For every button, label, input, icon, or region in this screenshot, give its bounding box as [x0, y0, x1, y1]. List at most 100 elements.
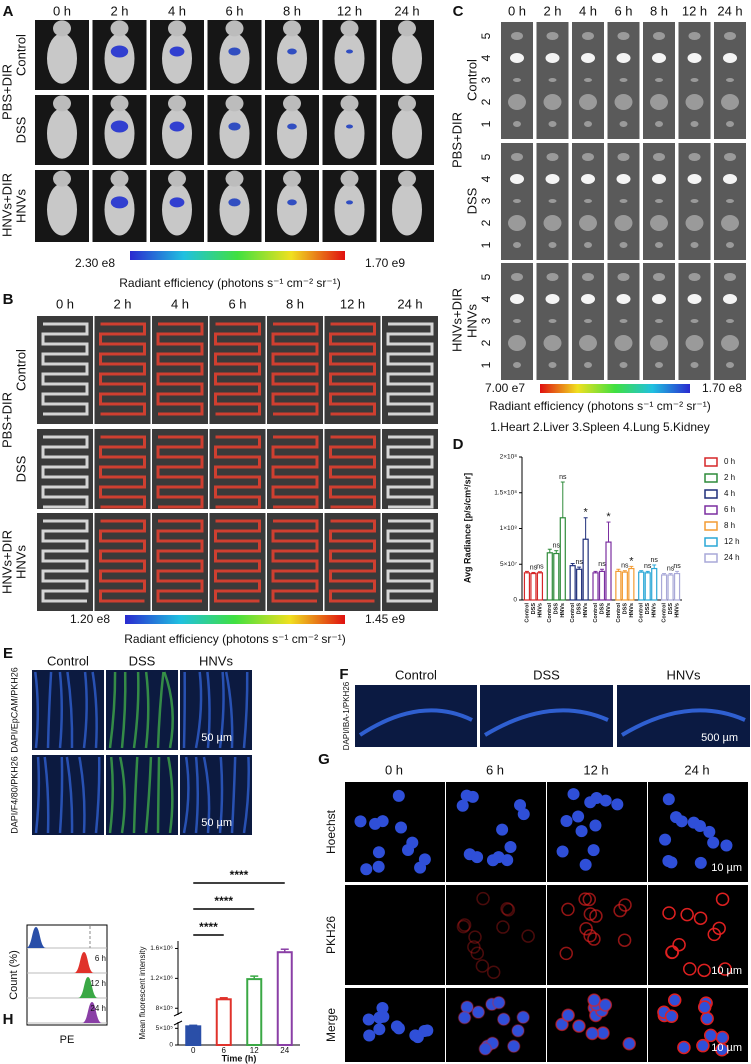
mouse-body — [219, 183, 250, 236]
organ — [690, 78, 699, 82]
colorbar-min: 1.20 e8 — [70, 612, 110, 626]
cell — [670, 811, 683, 824]
significance: ns — [536, 564, 544, 571]
mouse-body — [104, 108, 135, 159]
signal — [110, 45, 129, 58]
legend-swatch — [704, 521, 718, 531]
bar — [276, 951, 293, 1046]
organ — [546, 153, 559, 161]
intestine — [214, 435, 261, 509]
intestine — [329, 322, 376, 416]
colorbar-title: Radiant efficiency (photons s⁻¹ cm⁻² sr⁻… — [489, 399, 711, 413]
bar — [569, 565, 576, 601]
organ — [619, 199, 628, 203]
colorbar-max: 1.70 e9 — [365, 256, 405, 270]
histogram-peak — [78, 977, 98, 998]
cell — [617, 933, 632, 947]
y-tick-label: 1×10⁸ — [500, 525, 518, 532]
signal — [346, 49, 353, 54]
organ — [655, 362, 663, 368]
cell — [507, 1039, 521, 1053]
signal — [287, 48, 297, 55]
mouse-body — [162, 108, 192, 159]
cell — [468, 930, 482, 944]
column-header: 2 h — [113, 296, 131, 311]
bar — [628, 567, 635, 601]
signal — [169, 197, 185, 208]
cell — [567, 788, 580, 801]
tissue — [118, 756, 126, 834]
organ — [614, 335, 633, 351]
cell — [579, 858, 592, 871]
cell — [599, 794, 612, 807]
histogram-peak — [74, 952, 94, 973]
tissue — [82, 671, 88, 749]
tissue — [34, 671, 40, 749]
intestine — [329, 519, 376, 603]
x-axis-title: Time (h) — [222, 1053, 257, 1063]
intestine-image — [324, 316, 381, 424]
cell — [587, 844, 600, 857]
organ-number: 1 — [479, 241, 493, 248]
organ — [545, 294, 560, 304]
cell — [585, 1026, 600, 1041]
x-tick-label: HNVs — [560, 603, 566, 618]
mouse-head — [110, 20, 129, 37]
organ — [726, 78, 734, 82]
column-header: 6 h — [228, 296, 246, 311]
cell — [418, 853, 431, 866]
column-header: 24 h — [397, 296, 422, 311]
bar — [530, 572, 537, 601]
organ — [690, 242, 699, 248]
column-header: 2 h — [543, 3, 561, 18]
organ — [508, 335, 526, 351]
panel-label: F — [339, 666, 348, 683]
organ — [726, 319, 734, 323]
tissue — [34, 756, 41, 834]
mouse-head — [283, 170, 301, 187]
cell — [521, 929, 535, 943]
mouse-head — [110, 95, 129, 112]
tissue — [91, 671, 98, 749]
intestine — [214, 322, 261, 416]
organ — [652, 174, 666, 184]
cell — [611, 798, 624, 811]
group-label: PBS+DIR — [0, 392, 14, 448]
organ — [723, 174, 737, 184]
cell — [471, 851, 484, 864]
organ — [616, 53, 631, 63]
intestine-image — [152, 316, 208, 424]
organ — [616, 294, 631, 304]
intestine-image — [94, 316, 151, 424]
organ — [513, 199, 521, 203]
column-header: 12 h — [682, 3, 707, 18]
axis-break — [173, 1011, 183, 1017]
mouse-head — [340, 20, 359, 37]
column-header: HNVs — [199, 653, 233, 668]
y-tick-label: 8×10⁵ — [156, 1005, 174, 1012]
signal — [346, 200, 353, 205]
intestine — [156, 519, 204, 603]
organ — [548, 319, 557, 323]
cell — [587, 993, 601, 1007]
row-label: DSS — [13, 455, 28, 482]
mouse-body — [104, 33, 135, 84]
significance: ns — [667, 565, 675, 572]
mouse-head — [340, 95, 359, 112]
bar — [559, 517, 566, 601]
organ — [685, 215, 704, 231]
organ — [721, 215, 739, 231]
micrograph — [547, 885, 647, 985]
colorbar-max: 1.70 e8 — [702, 381, 742, 395]
column-header: DSS — [533, 667, 560, 682]
axis-break — [173, 1020, 183, 1026]
mouse-head — [283, 95, 301, 112]
histogram-frame — [26, 924, 108, 1026]
column-header: 6 h — [614, 3, 632, 18]
mouse-body — [219, 33, 250, 84]
signal — [169, 46, 185, 57]
organ-number: 1 — [479, 361, 493, 368]
mouse-head — [53, 95, 71, 112]
bar — [667, 574, 674, 601]
x-tick-label: DSS — [531, 603, 537, 615]
